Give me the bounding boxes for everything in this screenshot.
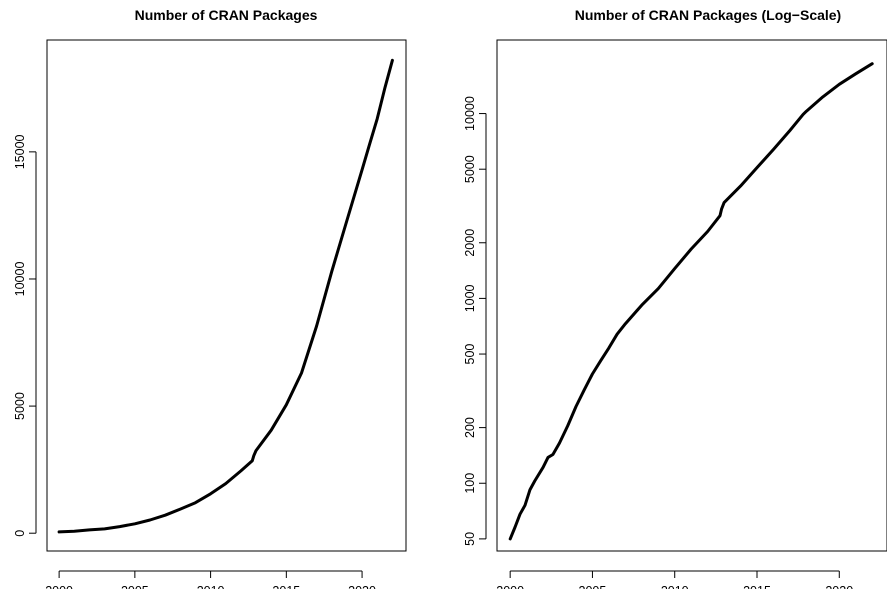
chart-title-log: Number of CRAN Packages (Log−Scale): [575, 7, 841, 23]
series-line-linear: [57, 58, 394, 534]
chart-panel-log: Number of CRAN Packages (Log−Scale) 2000 2…: [463, 7, 887, 589]
x-tick-label-linear-2: 2010: [197, 584, 225, 589]
y-tick-label-linear-1: 5000: [13, 392, 27, 420]
plot-frame-linear: [46, 39, 407, 552]
y-tick-label-log-1: 100: [463, 473, 477, 494]
y-tick-label-log-5: 2000: [463, 229, 477, 257]
x-tick-label-log-2: 2010: [661, 584, 689, 589]
y-tick-label-log-4: 1000: [463, 284, 477, 312]
x-tick-label-linear-0: 2000: [45, 584, 73, 589]
plot-frame-log: [496, 39, 887, 552]
x-tick-label-log-3: 2015: [743, 584, 771, 589]
chart-title-linear: Number of CRAN Packages: [135, 7, 318, 23]
y-tick-label-linear-2: 10000: [13, 262, 27, 297]
y-tick-label-linear-0: 0: [13, 530, 27, 537]
x-tick-label-linear-3: 2015: [272, 584, 300, 589]
x-tick-label-log-0: 2000: [496, 584, 524, 589]
y-tick-label-log-0: 50: [463, 532, 477, 546]
series-line-log: [508, 62, 874, 541]
y-tick-label-log-7: 10000: [463, 96, 477, 131]
x-tick-label-log-4: 2020: [825, 584, 853, 589]
y-tick-label-log-3: 500: [463, 344, 477, 365]
y-tick-label-linear-3: 15000: [13, 134, 27, 169]
y-tick-label-log-2: 200: [463, 417, 477, 438]
x-tick-label-linear-4: 2020: [348, 584, 376, 589]
y-tick-label-log-6: 5000: [463, 155, 477, 183]
